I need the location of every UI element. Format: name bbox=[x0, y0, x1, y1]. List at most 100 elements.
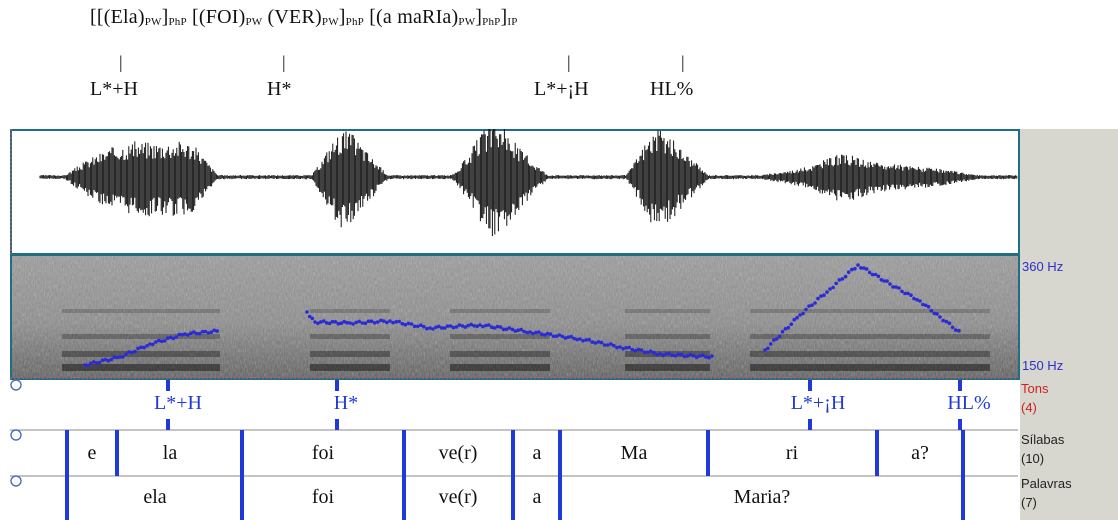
pitch-point bbox=[560, 334, 565, 339]
pitch-point bbox=[385, 320, 389, 325]
pitch-point bbox=[618, 345, 622, 349]
tier-handle-tons[interactable] bbox=[10, 379, 22, 391]
notation-subscript: PW bbox=[144, 16, 162, 28]
pitch-point bbox=[685, 354, 690, 358]
tier-name-tons[interactable]: Tons (4) bbox=[1021, 379, 1048, 417]
pitch-point bbox=[894, 285, 898, 289]
pitch-point bbox=[504, 327, 509, 331]
notation-subscript: PW bbox=[245, 16, 263, 28]
waveform bbox=[39, 129, 1018, 237]
pitch-point bbox=[664, 352, 668, 356]
tier-count: (4) bbox=[1021, 400, 1037, 415]
pitch-point bbox=[691, 353, 696, 358]
pitch-point bbox=[850, 267, 854, 272]
pitch-point bbox=[639, 348, 644, 352]
pitch-point bbox=[944, 319, 949, 324]
pitch-point bbox=[912, 296, 916, 301]
pitch-point bbox=[165, 336, 170, 340]
pitch-point bbox=[200, 329, 205, 334]
pitch-point bbox=[159, 339, 164, 344]
pitch-point bbox=[599, 340, 604, 345]
pitch-point bbox=[804, 307, 808, 312]
notation-text: ] bbox=[475, 6, 483, 28]
pitch-point bbox=[382, 319, 386, 323]
pitch-point bbox=[888, 282, 892, 286]
pitch-point bbox=[798, 313, 802, 317]
notation-tone-label: L*+H bbox=[90, 78, 138, 100]
pitch-point bbox=[194, 331, 199, 336]
tier-name: Sílabas bbox=[1021, 432, 1065, 447]
formant-band bbox=[750, 309, 990, 313]
pitch-point bbox=[581, 339, 585, 343]
praat-canvas[interactable] bbox=[10, 129, 1020, 520]
notation-tone-label: H* bbox=[267, 78, 292, 100]
pitch-point bbox=[590, 340, 595, 344]
syllable-label: e bbox=[87, 442, 97, 464]
pitch-point bbox=[307, 314, 312, 319]
notation-subscript: PW bbox=[321, 16, 339, 28]
pitch-point bbox=[409, 322, 414, 326]
pitch-point bbox=[627, 345, 631, 350]
pitch-point bbox=[780, 329, 785, 334]
formant-bands bbox=[62, 309, 990, 371]
pitch-point bbox=[124, 352, 128, 356]
pitch-point bbox=[168, 335, 173, 340]
pitch-point bbox=[437, 324, 441, 329]
pitch-point bbox=[472, 324, 476, 328]
syllable-boundaries[interactable] bbox=[65, 430, 965, 476]
pitch-point bbox=[926, 304, 931, 309]
pitch-point bbox=[525, 330, 529, 335]
pitch-point bbox=[786, 325, 791, 330]
pitch-point bbox=[566, 335, 570, 339]
pitch-point bbox=[897, 286, 901, 290]
formant-band bbox=[310, 364, 390, 371]
pitch-point bbox=[183, 332, 187, 336]
notation-subscript: PhP bbox=[168, 16, 187, 28]
pitch-point bbox=[864, 267, 869, 271]
pitch-point bbox=[915, 298, 919, 302]
pitch-point bbox=[127, 350, 131, 354]
pitch-point bbox=[840, 277, 845, 281]
tier-name-silabas[interactable]: Sílabas (10) bbox=[1021, 430, 1064, 468]
pitch-point bbox=[103, 357, 108, 362]
pitch-point bbox=[319, 320, 323, 324]
pitch-point bbox=[783, 327, 788, 331]
formant-band bbox=[750, 334, 990, 339]
notation-subscript: PhP bbox=[345, 16, 364, 28]
praat-editor[interactable] bbox=[10, 129, 1020, 520]
pitch-point bbox=[704, 355, 708, 359]
pitch-point bbox=[947, 321, 952, 325]
notation-text: (VER) bbox=[262, 6, 322, 28]
pitch-point bbox=[507, 326, 512, 330]
word-boundaries[interactable] bbox=[65, 476, 965, 520]
pitch-point bbox=[495, 324, 500, 329]
formant-band bbox=[625, 334, 710, 339]
tier-handle-palavras[interactable] bbox=[10, 475, 22, 487]
spectrogram[interactable] bbox=[10, 254, 1020, 380]
tier-count: (10) bbox=[1021, 451, 1045, 466]
pitch-point bbox=[545, 331, 550, 336]
pitch-point bbox=[177, 332, 181, 337]
tier-handle-silabas[interactable] bbox=[10, 429, 22, 441]
pitch-point bbox=[885, 279, 889, 283]
pitch-point bbox=[100, 358, 105, 362]
pitch-point bbox=[537, 330, 541, 334]
pitch-point bbox=[825, 290, 829, 294]
tier-name: Palavras bbox=[1021, 476, 1072, 491]
pitch-point bbox=[658, 352, 662, 356]
tier-name: Tons bbox=[1021, 381, 1049, 396]
tone-points[interactable] bbox=[166, 380, 962, 430]
pitch-point bbox=[360, 321, 365, 325]
pitch-point bbox=[139, 345, 143, 349]
pitch-point bbox=[180, 332, 184, 337]
pitch-point bbox=[379, 318, 383, 323]
tier-name-palavras[interactable]: Palavras (7) bbox=[1021, 474, 1072, 512]
pitch-point bbox=[906, 291, 910, 296]
pitch-point bbox=[621, 346, 625, 351]
formant-band bbox=[750, 364, 990, 371]
pitch-point bbox=[186, 333, 190, 337]
pitch-point bbox=[531, 331, 535, 336]
notation-subscript: PW bbox=[458, 16, 476, 28]
pitch-point bbox=[522, 329, 526, 334]
pitch-point bbox=[490, 325, 494, 329]
